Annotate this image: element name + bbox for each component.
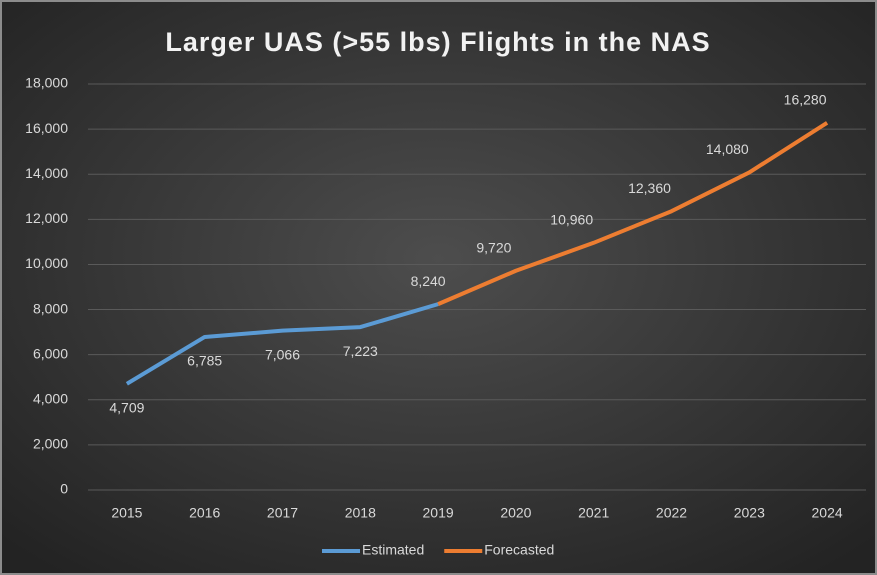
series-line [437,121,829,306]
y-tick-label: 12,000 [25,210,68,226]
data-label: 4,709 [109,399,144,415]
y-tick-label: 0 [60,481,68,497]
y-tick-label: 8,000 [33,300,68,316]
x-tick-label: 2021 [578,505,609,521]
series-line [125,302,439,386]
x-tick-label: 2019 [423,505,454,521]
legend-label: Estimated [362,542,424,558]
x-tick-label: 2017 [267,505,298,521]
y-tick-label: 18,000 [25,75,68,91]
data-label: 8,240 [411,273,446,289]
data-label: 7,066 [265,346,300,362]
y-tick-label: 6,000 [33,345,68,361]
data-label: 16,280 [784,91,827,107]
data-label: 6,785 [187,353,222,369]
x-tick-label: 2018 [345,505,376,521]
legend-label: Forecasted [484,542,554,558]
data-label: 10,960 [550,211,593,227]
data-label: 9,720 [476,239,511,255]
x-tick-label: 2022 [656,505,687,521]
y-tick-label: 10,000 [25,255,68,271]
chart-title: Larger UAS (>55 lbs) Flights in the NAS [165,27,710,57]
y-tick-label: 14,000 [25,165,68,181]
y-tick-label: 16,000 [25,120,68,136]
y-tick-label: 4,000 [33,390,68,406]
x-tick-label: 2024 [812,505,843,521]
x-tick-label: 2015 [111,505,142,521]
x-tick-label: 2020 [500,505,531,521]
x-tick-label: 2016 [189,505,220,521]
data-label: 12,360 [628,180,671,196]
data-label: 14,080 [706,141,749,157]
data-label: 7,223 [343,343,378,359]
y-tick-label: 2,000 [33,436,68,452]
x-tick-label: 2023 [734,505,765,521]
